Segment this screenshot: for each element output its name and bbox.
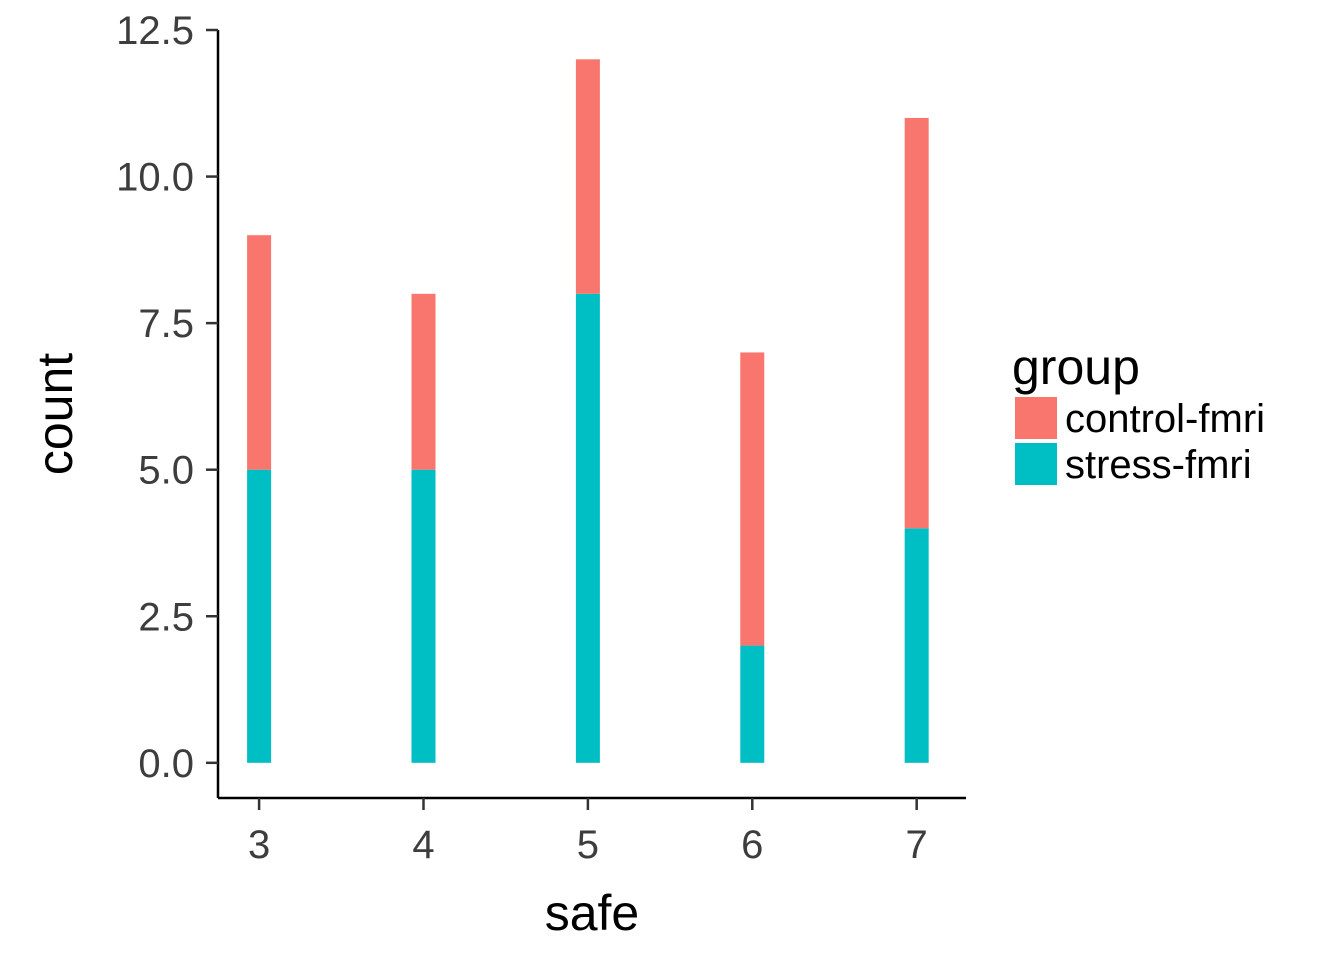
bar-stress-fmri-4 [411,469,436,763]
bar-stress-fmri-5 [575,293,600,763]
bar-stress-fmri-7 [904,528,929,763]
y-axis-title: count [27,353,83,475]
legend-swatch-control-fmri [1015,397,1057,439]
y-ticks-group: 0.0 2.5 5.0 7.5 10.0 12.5 [116,9,218,786]
x-tick-label: 5 [577,823,599,867]
bar-stress-fmri-6 [740,645,765,763]
y-tick-label: 7.5 [138,302,194,346]
legend-label-control-fmri: control-fmri [1065,397,1265,441]
x-ticks-group: 3 4 5 6 7 [248,798,928,867]
bar-control-fmri-7 [904,117,929,529]
x-tick-label: 3 [248,823,270,867]
y-tick-label: 5.0 [138,449,194,493]
bar-control-fmri-4 [411,293,436,470]
y-tick-label: 2.5 [138,595,194,639]
legend-label-stress-fmri: stress-fmri [1065,443,1252,487]
bars-group [247,59,929,763]
y-tick-label: 10.0 [116,156,194,200]
bar-control-fmri-6 [740,352,765,646]
x-tick-label: 6 [741,823,763,867]
x-tick-label: 7 [906,823,928,867]
y-tick-label: 12.5 [116,9,194,53]
legend-swatch-stress-fmri [1015,443,1057,485]
x-axis-title: safe [545,885,640,941]
axes-group [216,30,966,800]
bar-stress-fmri-3 [247,469,272,763]
bar-control-fmri-5 [575,59,600,294]
y-tick-label: 0.0 [138,742,194,786]
x-tick-label: 4 [412,823,434,867]
legend-title: group [1012,339,1140,395]
bar-control-fmri-3 [247,235,272,470]
